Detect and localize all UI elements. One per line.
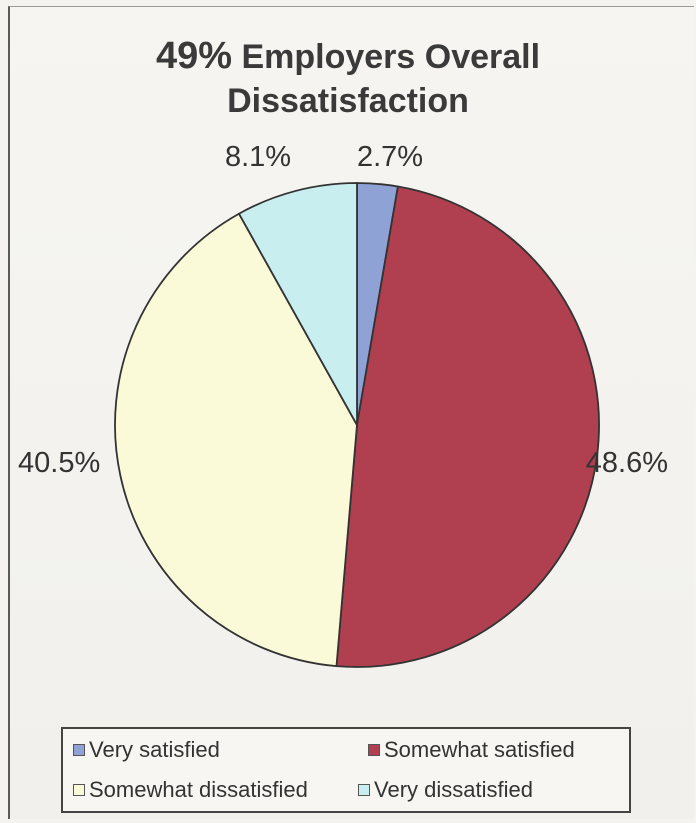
- data-label-somewhat-satisfied: 48.6%: [586, 447, 668, 479]
- legend-label: Somewhat satisfied: [384, 737, 575, 762]
- legend-swatch: [358, 784, 370, 796]
- legend-swatch: [73, 784, 85, 796]
- data-label-somewhat-dissatisfied: 40.5%: [18, 447, 100, 479]
- pie-slice-somewhat-dissatisfied: [114, 212, 358, 668]
- legend-item-somewhat-dissatisfied: Somewhat dissatisfied: [73, 777, 308, 803]
- legend-item-very-dissatisfied: Very dissatisfied: [358, 777, 533, 803]
- legend-label: Very satisfied: [89, 737, 220, 762]
- legend-swatch: [368, 744, 380, 756]
- chart-title: 49% Employers Overall Dissatisfaction: [0, 34, 696, 123]
- title-line2: Dissatisfaction: [227, 82, 469, 120]
- legend-label: Very dissatisfied: [374, 777, 533, 802]
- pie-slice-very-dissatisfied: [237, 182, 358, 429]
- pie-slice-somewhat-satisfied: [335, 185, 600, 668]
- title-percent: 49%: [155, 35, 232, 77]
- legend-swatch: [73, 744, 85, 756]
- legend-item-very-satisfied: Very satisfied: [73, 737, 220, 763]
- legend-label: Somewhat dissatisfied: [89, 777, 308, 802]
- legend-item-somewhat-satisfied: Somewhat satisfied: [368, 737, 575, 763]
- title-line1: Employers Overall: [232, 38, 541, 76]
- data-label-very-dissatisfied: 8.1%: [225, 141, 291, 173]
- data-label-very-satisfied: 2.7%: [357, 141, 423, 173]
- chart-legend: Very satisfied Somewhat satisfied Somewh…: [61, 727, 631, 813]
